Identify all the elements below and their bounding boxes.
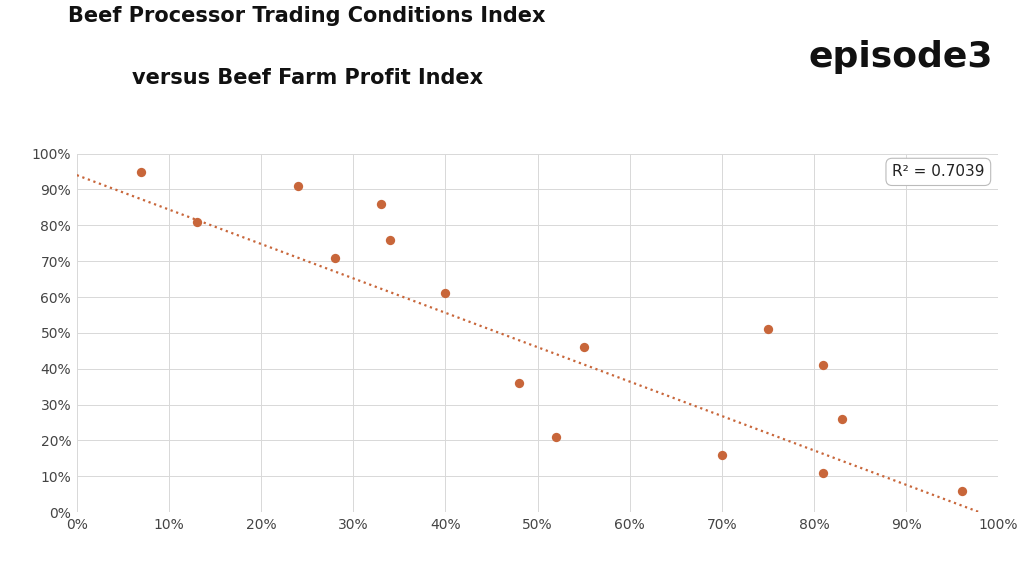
Point <box>953 486 970 495</box>
Point <box>382 235 398 244</box>
Text: episode3: episode3 <box>809 40 993 74</box>
Point <box>373 199 389 208</box>
Point <box>290 182 306 191</box>
Point <box>511 378 527 387</box>
Point <box>575 343 592 352</box>
Point <box>760 325 776 334</box>
Point <box>437 289 454 298</box>
Point <box>815 361 831 370</box>
Point <box>714 450 730 459</box>
Point <box>815 468 831 477</box>
Point <box>548 432 564 442</box>
Point <box>327 253 343 262</box>
Text: Beef Processor Trading Conditions Index: Beef Processor Trading Conditions Index <box>69 6 546 26</box>
Point <box>133 167 150 176</box>
Point <box>834 414 850 423</box>
Text: versus Beef Farm Profit Index: versus Beef Farm Profit Index <box>132 68 482 88</box>
Point <box>188 217 205 226</box>
Text: R² = 0.7039: R² = 0.7039 <box>892 164 984 179</box>
